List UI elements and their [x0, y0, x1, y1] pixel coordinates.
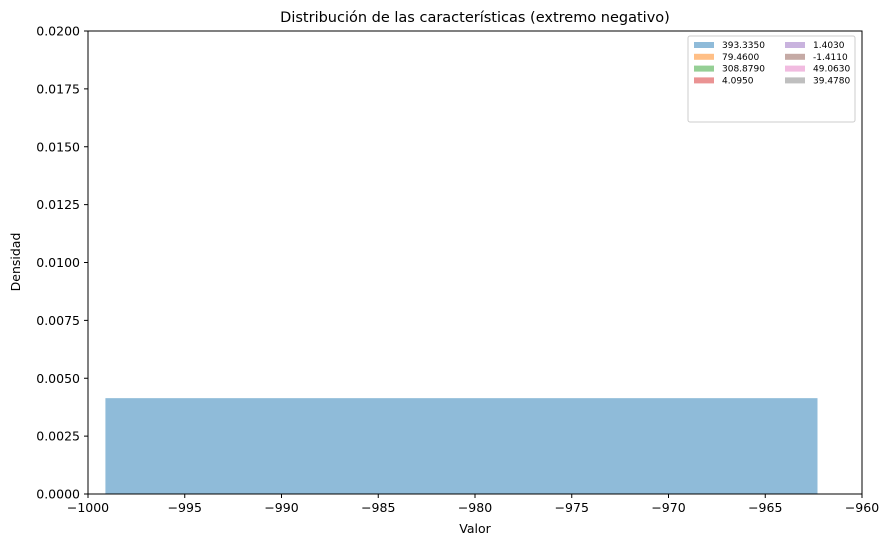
y-axis: 0.0000 0.0025 0.0050 0.0075 0.0100 0.0125 0.01…: [36, 24, 88, 502]
legend-label: 4.0950: [722, 76, 754, 86]
y-tick-label: 0.0000: [36, 487, 80, 502]
x-tick-label: −965: [748, 500, 782, 515]
legend-label: 79.4600: [722, 53, 759, 63]
y-tick-label: 0.0175: [36, 81, 80, 96]
legend-swatch: [785, 53, 805, 60]
x-tick-label: −960: [845, 500, 879, 515]
legend-swatch: [694, 65, 714, 72]
x-tick-label: −995: [168, 500, 202, 515]
y-tick-label: 0.0025: [36, 429, 80, 444]
y-tick-label: 0.0150: [36, 139, 80, 154]
y-tick-label: 0.0100: [36, 255, 80, 270]
x-tick-label: −975: [555, 500, 589, 515]
legend-label: 1.4030: [813, 41, 845, 51]
legend-swatch: [694, 77, 714, 84]
x-axis-label: Valor: [459, 521, 491, 536]
x-tick-label: −985: [361, 500, 395, 515]
x-axis: −1000 −995 −990 −985 −980 −975 −970 −965 −960: [67, 494, 879, 515]
x-tick-label: −980: [458, 500, 492, 515]
x-tick-label: −990: [264, 500, 298, 515]
y-axis-label: Densidad: [8, 233, 23, 292]
legend-label: 49.0630: [813, 65, 850, 75]
bars-layer: [105, 398, 818, 494]
y-tick-label: 0.0075: [36, 313, 80, 328]
legend-swatch: [785, 42, 805, 48]
legend-label: -1.4110: [813, 53, 848, 63]
legend-swatch: [785, 65, 805, 72]
y-tick-label: 0.0050: [36, 371, 80, 386]
legend-frame: [687, 35, 856, 123]
legend-swatch: [785, 77, 805, 84]
x-tick-label: −1000: [67, 500, 109, 515]
legend-label: 393.3350: [722, 41, 765, 51]
legend-label: 39.4780: [813, 76, 850, 86]
y-tick-label: 0.0200: [36, 24, 80, 39]
y-tick-label: 0.0125: [36, 197, 80, 212]
chart-title: Distribución de las características (ext…: [280, 10, 670, 26]
legend-label: 308.8790: [722, 65, 765, 75]
legend-swatch: [694, 53, 714, 60]
histogram-bar: [105, 398, 818, 494]
x-tick-label: −970: [651, 500, 685, 515]
legend-swatch: [694, 42, 714, 48]
